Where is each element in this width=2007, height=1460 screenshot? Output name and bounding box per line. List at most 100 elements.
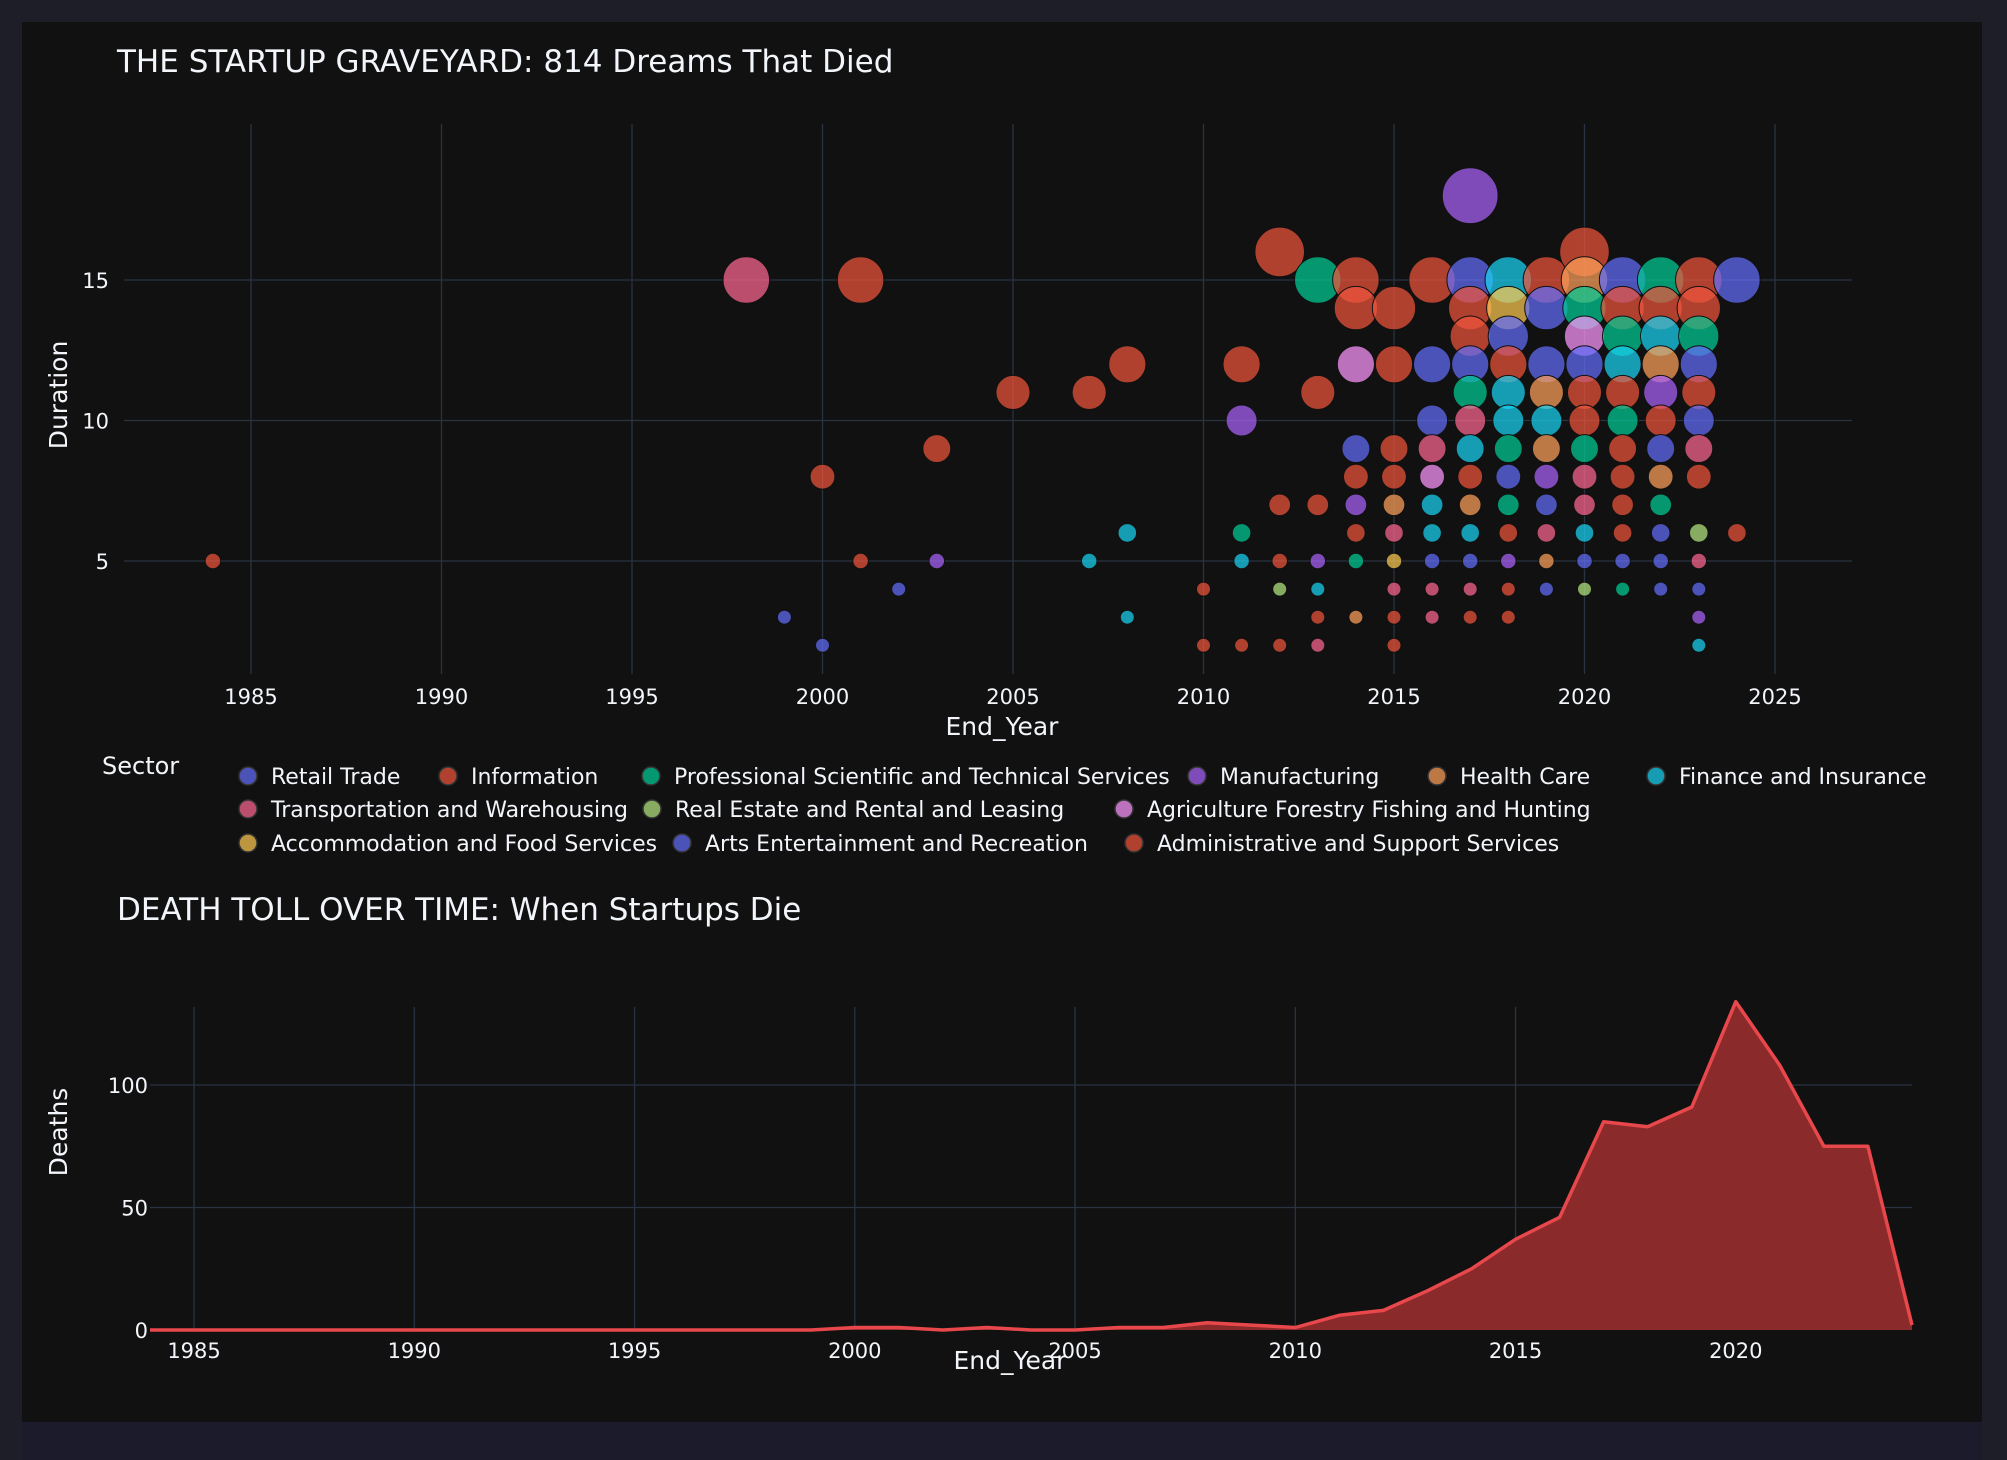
scatter-point[interactable] (1566, 374, 1603, 410)
scatter-point[interactable] (1643, 374, 1679, 410)
scatter-point[interactable] (891, 581, 907, 597)
scatter-point[interactable] (1691, 609, 1707, 625)
scatter-point[interactable] (1416, 404, 1449, 437)
scatter-point[interactable] (1234, 637, 1250, 653)
scatter-point[interactable] (1272, 637, 1288, 653)
scatter-point[interactable] (1225, 404, 1258, 437)
scatter-point[interactable] (1455, 434, 1485, 464)
scatter-point[interactable] (1528, 374, 1564, 410)
scatter-point[interactable] (1614, 552, 1631, 570)
scatter-point[interactable] (1454, 404, 1487, 437)
scatter-point[interactable] (1611, 493, 1634, 517)
scatter-point[interactable] (1343, 463, 1369, 490)
scatter-point[interactable] (1461, 552, 1479, 570)
scatter-point[interactable] (722, 256, 771, 304)
scatter-point[interactable] (1272, 581, 1288, 597)
scatter-point[interactable] (1452, 374, 1488, 410)
scatter-point[interactable] (1652, 552, 1669, 570)
scatter-point[interactable] (1231, 523, 1252, 543)
scatter-point[interactable] (928, 552, 946, 570)
scatter-point[interactable] (1689, 523, 1709, 543)
scatter-point[interactable] (1458, 493, 1482, 517)
scatter-point[interactable] (995, 374, 1031, 410)
scatter-point[interactable] (809, 463, 836, 490)
scatter-point[interactable] (1254, 226, 1305, 278)
scatter-point[interactable] (1381, 463, 1407, 490)
scatter-point[interactable] (1574, 523, 1595, 543)
scatter-point[interactable] (1310, 581, 1326, 597)
legend-item[interactable]: Arts Entertainment and Recreation (672, 832, 1088, 857)
legend-item[interactable]: Manufacturing (1187, 765, 1379, 790)
scatter-point[interactable] (1386, 609, 1402, 625)
scatter-point[interactable] (1530, 404, 1563, 437)
scatter-point[interactable] (1341, 434, 1371, 464)
scatter-point[interactable] (1615, 581, 1631, 597)
scatter-point[interactable] (1384, 523, 1404, 543)
scatter-point[interactable] (1690, 552, 1708, 570)
scatter-point[interactable] (1612, 523, 1633, 543)
scatter-point[interactable] (1413, 345, 1452, 384)
scatter-point[interactable] (1682, 404, 1715, 437)
scatter-point[interactable] (1233, 552, 1250, 570)
scatter-point[interactable] (1441, 167, 1499, 225)
legend-item[interactable]: Accommodation and Food Services (238, 832, 657, 857)
scatter-point[interactable] (1424, 609, 1440, 625)
scatter-point[interactable] (1424, 581, 1440, 597)
scatter-point[interactable] (1500, 609, 1516, 625)
scatter-point[interactable] (1492, 404, 1525, 437)
scatter-point[interactable] (1536, 523, 1557, 543)
scatter-point[interactable] (1379, 434, 1409, 464)
legend-item[interactable]: Information (438, 765, 598, 790)
scatter-point[interactable] (1196, 581, 1211, 597)
scatter-point[interactable] (1570, 434, 1599, 464)
scatter-point[interactable] (1681, 374, 1717, 410)
scatter-point[interactable] (1653, 581, 1669, 597)
scatter-point[interactable] (1644, 404, 1677, 437)
scatter-point[interactable] (1493, 434, 1523, 464)
scatter-point[interactable] (1419, 463, 1445, 490)
scatter-point[interactable] (1713, 256, 1761, 304)
scatter-point[interactable] (1071, 374, 1107, 410)
legend-item[interactable]: Health Care (1427, 765, 1590, 790)
scatter-point[interactable] (1344, 493, 1368, 517)
scatter-point[interactable] (776, 609, 792, 625)
scatter-point[interactable] (1609, 463, 1636, 490)
scatter-point[interactable] (1336, 345, 1376, 384)
scatter-point[interactable] (1385, 552, 1403, 570)
scatter-point[interactable] (1457, 463, 1484, 490)
scatter-point[interactable] (1417, 434, 1447, 464)
scatter-point[interactable] (1573, 493, 1596, 517)
scatter-point[interactable] (1498, 523, 1519, 543)
scatter-point[interactable] (1647, 463, 1674, 490)
scatter-point[interactable] (1382, 493, 1406, 517)
legend-item[interactable]: Transportation and Warehousing (238, 798, 628, 823)
scatter-point[interactable] (1524, 285, 1569, 331)
scatter-point[interactable] (1271, 552, 1288, 570)
scatter-point[interactable] (1538, 552, 1555, 570)
scatter-point[interactable] (1684, 434, 1714, 464)
scatter-point[interactable] (1371, 285, 1417, 331)
scatter-point[interactable] (1606, 404, 1639, 437)
scatter-point[interactable] (1571, 463, 1598, 490)
scatter-point[interactable] (1222, 345, 1261, 384)
scatter-point[interactable] (1460, 523, 1480, 543)
scatter-point[interactable] (1538, 581, 1554, 597)
scatter-point[interactable] (852, 552, 869, 570)
legend-item[interactable]: Administrative and Support Services (1124, 832, 1559, 857)
scatter-point[interactable] (1649, 493, 1673, 517)
scatter-point[interactable] (1108, 345, 1147, 384)
scatter-point[interactable] (1535, 493, 1558, 517)
scatter-point[interactable] (1420, 493, 1444, 517)
scatter-point[interactable] (1268, 493, 1292, 517)
scatter-point[interactable] (1080, 552, 1098, 570)
scatter-point[interactable] (1495, 463, 1522, 490)
scatter-point[interactable] (1347, 552, 1365, 570)
legend-item[interactable]: Finance and Insurance (1646, 765, 1926, 790)
scatter-point[interactable] (815, 637, 830, 653)
scatter-point[interactable] (1605, 374, 1641, 410)
scatter-point[interactable] (1348, 609, 1364, 625)
scatter-point[interactable] (204, 552, 222, 570)
scatter-point[interactable] (922, 434, 952, 464)
scatter-point[interactable] (1533, 463, 1560, 490)
scatter-point[interactable] (1386, 581, 1402, 597)
